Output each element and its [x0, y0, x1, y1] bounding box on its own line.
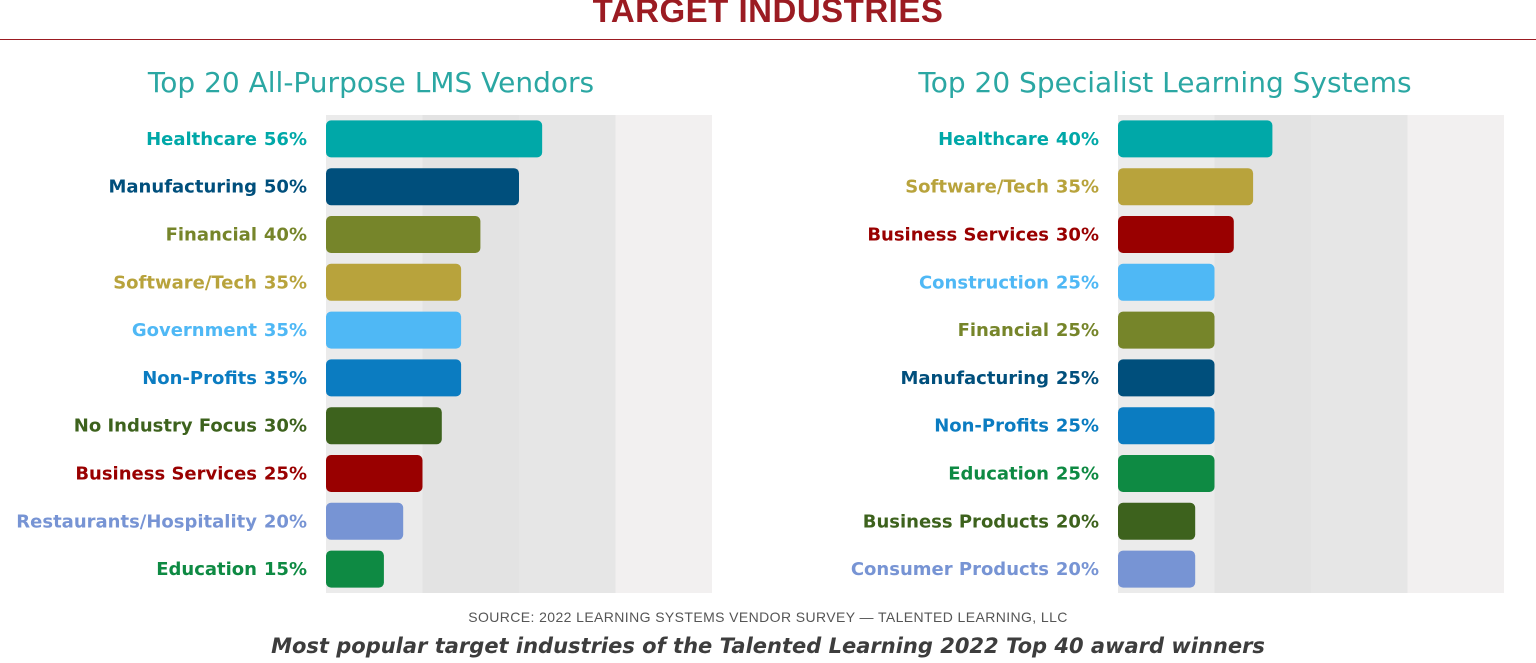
left-chart-category-label: Government: [132, 320, 258, 341]
left-chart-bar: [326, 120, 543, 158]
right-chart-value-label: 40%: [1056, 129, 1099, 150]
chart-specialist-learning-systems: Top 20 Specialist Learning Systems 40% Hea…: [851, 66, 1504, 593]
right-chart-category-label: Business Services: [867, 225, 1049, 246]
right-chart-bar: [1118, 359, 1215, 397]
left-chart-bar: [326, 263, 462, 301]
right-chart-bar: [1118, 455, 1215, 492]
right-chart-value-label: 30%: [1056, 225, 1099, 246]
left-chart-category-label: Healthcare: [146, 129, 257, 150]
right-chart-value-label: 20%: [1056, 559, 1099, 580]
left-chart-bar: [326, 168, 519, 206]
right-chart-category-label: Financial: [958, 320, 1049, 341]
left-chart-bar: [326, 502, 404, 540]
right-chart-value-label: 25%: [1056, 464, 1099, 485]
right-chart-category-label: Business Products: [863, 511, 1049, 532]
right-chart-value-label: 20%: [1056, 511, 1099, 532]
left-chart-category-label: Education: [156, 559, 257, 580]
left-chart-value-label: 56%: [264, 129, 307, 150]
left-chart-category-label: Financial: [166, 225, 257, 246]
figure-caption: Most popular target industries of the Ta…: [271, 634, 1265, 658]
right-chart-bar: [1118, 407, 1215, 445]
right-chart-category-label: Construction: [919, 272, 1049, 293]
left-chart-value-label: 40%: [264, 225, 307, 246]
left-chart-bar: [326, 359, 462, 397]
right-chart-bar: [1118, 168, 1254, 206]
right-chart-bar: [1118, 550, 1196, 588]
left-chart-grid-band: [615, 115, 712, 593]
right-chart-title: Top 20 Specialist Learning Systems: [917, 66, 1411, 99]
right-chart-grid-band: [1311, 115, 1408, 593]
left-chart-category-label: Business Services: [75, 464, 257, 485]
left-chart-bar: [326, 455, 423, 492]
right-chart-value-label: 35%: [1056, 177, 1099, 198]
right-chart-category-label: Manufacturing: [901, 368, 1050, 389]
left-chart-category-label: Manufacturing: [109, 177, 258, 198]
left-chart-category-label: Non-Profits: [142, 368, 257, 389]
left-chart-bar: [326, 407, 442, 445]
left-chart-value-label: 50%: [264, 177, 307, 198]
right-chart-category-label: Education: [948, 464, 1049, 485]
right-chart-bar: [1118, 263, 1215, 301]
right-chart-value-label: 25%: [1056, 368, 1099, 389]
left-chart-category-label: Restaurants/Hospitality: [16, 511, 257, 532]
right-chart-bar: [1118, 502, 1196, 540]
left-chart-grid-band: [519, 115, 616, 593]
title-divider: [0, 39, 1536, 40]
right-chart-value-label: 25%: [1056, 320, 1099, 341]
left-chart-value-label: 20%: [264, 511, 307, 532]
left-chart-value-label: 35%: [264, 320, 307, 341]
right-chart-category-label: Software/Tech: [905, 177, 1049, 198]
left-chart-value-label: 30%: [264, 416, 307, 437]
left-chart-value-label: 35%: [264, 272, 307, 293]
right-chart-category-label: Non-Profits: [934, 416, 1049, 437]
right-chart-category-label: Consumer Products: [851, 559, 1049, 580]
left-chart-value-label: 25%: [264, 464, 307, 485]
left-chart-bar: [326, 550, 384, 588]
right-chart-bar: [1118, 216, 1234, 253]
left-chart-category-label: No Industry Focus: [74, 416, 257, 437]
right-chart-grid-band: [1407, 115, 1504, 593]
left-chart-value-label: 35%: [264, 368, 307, 389]
left-chart-bar: [326, 216, 481, 253]
left-chart-bar: [326, 311, 462, 349]
right-chart-bar: [1118, 311, 1215, 349]
right-chart-category-label: Healthcare: [938, 129, 1049, 150]
left-chart-title: Top 20 All-Purpose LMS Vendors: [147, 66, 594, 99]
left-chart-category-label: Software/Tech: [113, 272, 257, 293]
right-chart-bar: [1118, 120, 1273, 158]
left-chart-value-label: 15%: [264, 559, 307, 580]
right-chart-value-label: 25%: [1056, 272, 1099, 293]
right-chart-value-label: 25%: [1056, 416, 1099, 437]
chart-all-purpose-lms: Top 20 All-Purpose LMS Vendors 56% Healthc…: [16, 66, 712, 593]
source-note: SOURCE: 2022 LEARNING SYSTEMS VENDOR SUR…: [468, 609, 1068, 625]
page-title: TARGET INDUSTRIES: [592, 0, 944, 29]
